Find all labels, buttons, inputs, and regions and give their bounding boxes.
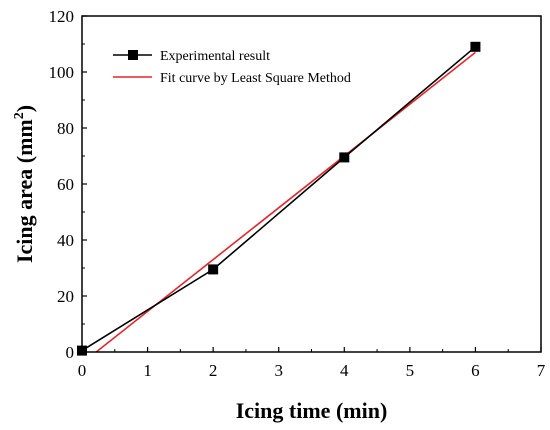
plot-frame: [81, 15, 542, 353]
legend-experimental-marker: [128, 50, 138, 60]
experimental-series-layer: [82, 46, 476, 352]
experimental-point: [470, 41, 481, 52]
experimental-result-line: [82, 46, 476, 352]
x-tick-label: 6: [471, 361, 480, 380]
x-tick-label: 3: [274, 361, 283, 380]
x-ticks: 0 1 2 3 4 5 6 7: [78, 347, 546, 380]
x-axis-title: Icing time (min): [236, 398, 388, 423]
fit-curve-line: [94, 51, 476, 352]
y-tick-label: 100: [49, 63, 75, 82]
x-tick-label: 0: [78, 361, 87, 380]
legend: Experimental result Fit curve by Least S…: [113, 49, 351, 86]
y-axis-title-close: ): [12, 105, 37, 112]
x-tick-label: 4: [340, 361, 349, 380]
y-ticks: 0 20 40 60 80 100 120: [49, 7, 87, 362]
legend-fit-label: Fit curve by Least Square Method: [160, 71, 351, 86]
x-tick-label: 7: [537, 361, 546, 380]
y-tick-label: 20: [57, 287, 74, 306]
experimental-point: [208, 264, 219, 275]
y-tick-label: 120: [49, 7, 75, 26]
y-axis-title-superscript: 2: [12, 112, 27, 119]
experimental-point: [339, 152, 350, 163]
marker-layer: [77, 41, 481, 356]
x-tick-label: 5: [406, 361, 415, 380]
y-axis-title: Icing area (mm2): [12, 105, 37, 263]
legend-experimental-label: Experimental result: [160, 49, 270, 64]
y-tick-label: 40: [57, 231, 74, 250]
y-tick-label: 60: [57, 175, 74, 194]
x-tick-label: 2: [209, 361, 218, 380]
y-tick-label: 0: [66, 343, 75, 362]
y-tick-label: 80: [57, 119, 74, 138]
fit-line-layer: [94, 51, 476, 352]
x-tick-label: 1: [143, 361, 152, 380]
